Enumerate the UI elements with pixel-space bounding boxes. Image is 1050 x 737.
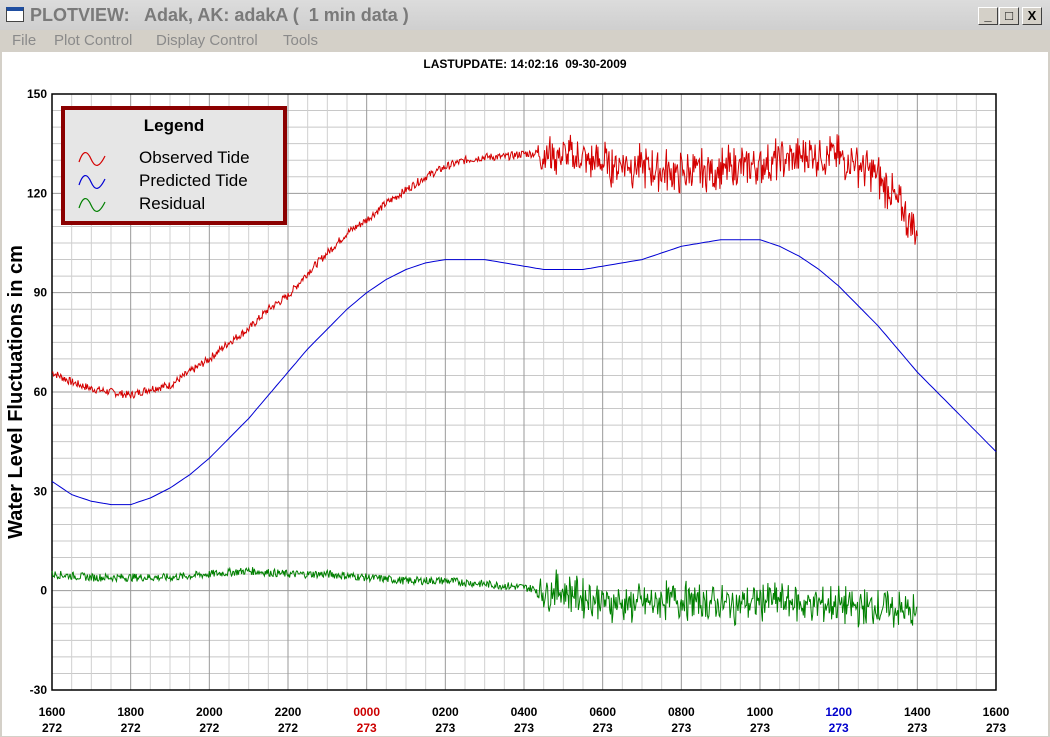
x-tick-day-label: 273 [514, 721, 534, 735]
y-tick-label: 60 [34, 385, 48, 399]
x-tick-day-label: 273 [907, 721, 927, 735]
x-tick-day-label: 273 [750, 721, 770, 735]
x-tick-time-label: 1000 [747, 705, 774, 719]
y-tick-label: 0 [40, 584, 47, 598]
wave-icon [78, 175, 106, 189]
window-title: PLOTVIEW: Adak, AK: adakA ( 1 min data ) [30, 5, 409, 25]
x-tick-day-label: 272 [199, 721, 219, 735]
x-tick-day-label: 273 [435, 721, 455, 735]
y-tick-label: 30 [34, 484, 48, 498]
series-line-observed [51, 134, 918, 400]
y-axis-ticks: -30 0 30 60 90 120 150 [27, 87, 47, 697]
menu-bar: File Plot Control Display Control Tools [0, 30, 1050, 52]
x-tick-time-label: 0800 [668, 705, 695, 719]
legend-box: Legend Observed Tide Predicted Tide Resi… [61, 106, 287, 225]
x-tick-day-label: 273 [986, 721, 1006, 735]
x-tick-time-label: 1200 [825, 705, 852, 719]
menu-tools[interactable]: Tools [283, 32, 319, 49]
close-button[interactable]: X [1022, 7, 1042, 25]
menu-plot-control[interactable]: Plot Control [54, 32, 133, 49]
x-tick-time-label: 1600 [39, 705, 66, 719]
y-tick-label: 150 [27, 87, 47, 101]
x-tick-time-label: 0400 [511, 705, 538, 719]
x-tick-time-label: 1600 [983, 705, 1010, 719]
series-line-predicted [51, 239, 997, 506]
y-axis-label: Water Level Fluctuations in cm [5, 245, 27, 539]
x-tick-time-label: 1800 [117, 705, 144, 719]
menu-file[interactable]: File [12, 32, 37, 49]
legend-label-residual: Residual [139, 194, 206, 213]
x-tick-day-label: 273 [671, 721, 691, 735]
x-tick-time-label: 2200 [275, 705, 302, 719]
x-tick-time-label: 0600 [589, 705, 616, 719]
x-tick-day-label: 273 [829, 721, 849, 735]
wave-icon [78, 198, 106, 212]
x-tick-time-label: 2000 [196, 705, 223, 719]
y-tick-label: 90 [34, 286, 48, 300]
series-lines [51, 134, 997, 628]
legend-label-predicted: Predicted Tide [139, 171, 248, 190]
wave-icon [78, 152, 106, 166]
y-tick-label: 120 [27, 186, 47, 200]
x-tick-time-label: 1400 [904, 705, 931, 719]
x-tick-time-label: 0000 [353, 705, 380, 719]
x-tick-day-label: 272 [42, 721, 62, 735]
last-update-label: LASTUPDATE: 14:02:16 09-30-2009 [423, 57, 627, 71]
minimize-button[interactable]: _ [978, 7, 998, 25]
menu-display-control[interactable]: Display Control [156, 32, 258, 49]
x-tick-day-label: 272 [121, 721, 141, 735]
maximize-button[interactable]: □ [999, 7, 1019, 25]
app-window-icon[interactable] [6, 7, 24, 22]
y-tick-label: -30 [30, 683, 48, 697]
legend-label-observed: Observed Tide [139, 148, 250, 167]
x-tick-day-label: 273 [357, 721, 377, 735]
series-line-residual [51, 566, 918, 628]
plot-frame [51, 93, 997, 691]
x-axis-ticks: 1600 272 1800 272 2000 272 2200 272 0000 273 0200 2… [39, 705, 1010, 735]
x-tick-day-label: 273 [593, 721, 613, 735]
legend-title: Legend [143, 116, 205, 135]
title-bar: PLOTVIEW: Adak, AK: adakA ( 1 min data )… [0, 0, 1050, 30]
x-tick-time-label: 0200 [432, 705, 459, 719]
x-tick-day-label: 272 [278, 721, 298, 735]
